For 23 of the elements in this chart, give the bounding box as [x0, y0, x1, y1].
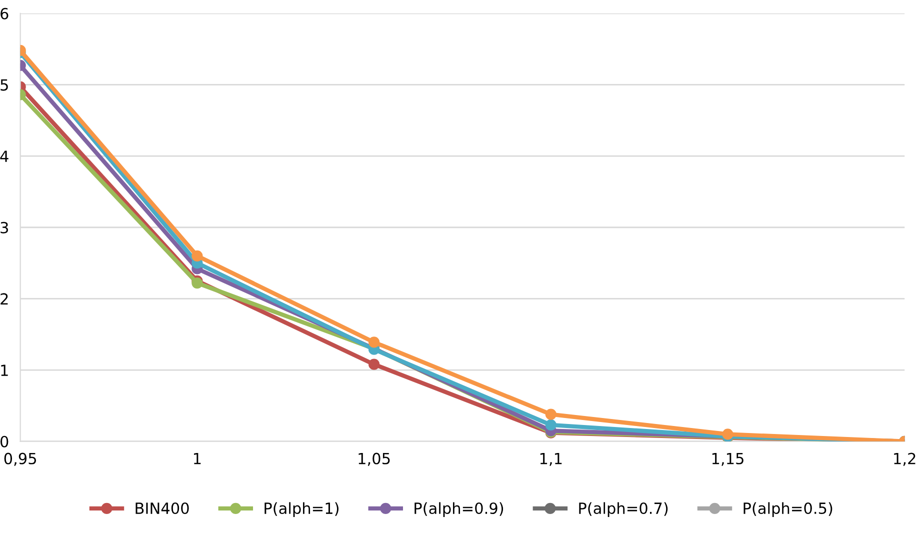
- point: [545, 408, 556, 420]
- x-tick-label: 1,1: [540, 452, 562, 466]
- x-tick-label: 1,2: [894, 452, 916, 466]
- point: [368, 336, 380, 348]
- legend-label: BIN400: [136, 502, 189, 514]
- point: [545, 419, 556, 431]
- legend-label: P(alph=0.9): [414, 502, 504, 517]
- y-tick-label: 2: [0, 293, 8, 305]
- x-tick-label: 1,15: [712, 452, 744, 466]
- y-tick-label: 4: [0, 150, 8, 162]
- y-tick-label: 5: [0, 79, 8, 91]
- y-tick-label: 0: [0, 436, 8, 448]
- x-tick-label: 1: [194, 452, 201, 464]
- y-tick-label: 6: [0, 8, 8, 20]
- y-tick-label: 1: [1, 364, 8, 376]
- x-tick-label: 0,95: [4, 452, 36, 466]
- y-tick-label: 3: [0, 222, 8, 234]
- x-tick-label: 1,05: [358, 452, 390, 466]
- point: [368, 358, 380, 370]
- point: [192, 250, 203, 262]
- legend-label: P(alph=0.5): [744, 502, 832, 517]
- legend-label: P(alph=1): [264, 502, 338, 517]
- legend-label: P(alph=0.7): [579, 502, 668, 517]
